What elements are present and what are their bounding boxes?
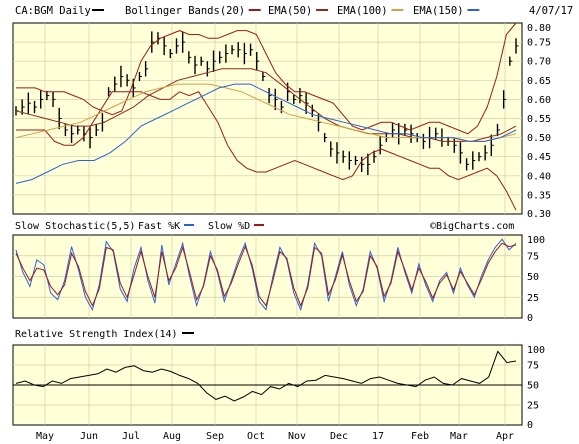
legend-label: EMA(150) xyxy=(413,5,464,17)
y-tick-label: 100 xyxy=(527,235,545,246)
x-tick-label: Oct xyxy=(247,431,265,442)
x-tick-label: Mar xyxy=(450,431,468,442)
y-tick-label: 75 xyxy=(527,361,539,372)
legend-label: Bollinger Bands(20) xyxy=(125,5,245,17)
y-tick-label: 25 xyxy=(527,401,539,412)
y-tick-label: 0 xyxy=(527,420,533,431)
legend-label: EMA(100) xyxy=(337,5,388,17)
x-tick-label: Aug xyxy=(163,431,181,442)
rsi-y-axis: 100 75 50 25 0 xyxy=(527,345,545,431)
rsi-series xyxy=(13,350,522,402)
y-tick-label: 100 xyxy=(527,345,545,356)
y-tick-label: 75 xyxy=(527,251,539,262)
legend-label: EMA(50) xyxy=(268,5,312,17)
x-tick-label: Jun xyxy=(80,431,98,442)
y-tick-label: 25 xyxy=(527,293,539,304)
y-tick-label: 0.75 xyxy=(527,38,551,49)
x-tick-label: 17 xyxy=(372,431,384,442)
x-tick-label: Feb xyxy=(411,431,429,442)
series-line-slow-d xyxy=(15,242,517,307)
y-tick-label: 0.35 xyxy=(527,190,551,201)
series-line-rsi-14- xyxy=(15,350,517,402)
chart-date: 4/07/17 xyxy=(529,5,573,17)
x-axis: May Jun Jul Aug Sep Oct Nov Dec 17 Feb Mar Apr xyxy=(36,431,514,442)
x-tick-label: Nov xyxy=(288,431,306,442)
y-tick-label: 0.80 xyxy=(527,23,551,34)
series-line-bollinger-lower xyxy=(16,91,517,211)
stochastic-grid xyxy=(13,235,522,318)
y-tick-label: 0 xyxy=(527,313,533,324)
series-line-bollinger-upper xyxy=(16,22,517,135)
watermark: ©BigCharts.com xyxy=(430,221,514,232)
stochastic-title: Slow Stochastic(5,5) xyxy=(15,221,135,232)
x-tick-label: Apr xyxy=(496,431,514,442)
legend-label: Slow %D xyxy=(208,221,250,232)
x-tick-label: Jul xyxy=(122,431,140,442)
price-y-axis: 0.80 0.75 0.70 0.65 0.60 0.55 0.50 0.45 0.40 0.35… xyxy=(527,23,551,220)
y-tick-label: 0.50 xyxy=(527,133,551,144)
stochastic-series xyxy=(15,238,517,312)
stochastic-legend: Fast %K Slow %D xyxy=(138,221,264,232)
series-line-ema-50- xyxy=(15,68,517,142)
y-tick-label: 50 xyxy=(527,381,539,392)
x-tick-label: Sep xyxy=(206,431,224,442)
price-panel-series xyxy=(15,22,519,211)
price-legend: Bollinger Bands(20) EMA(50) EMA(100) EMA(15… xyxy=(125,5,480,17)
y-tick-label: 50 xyxy=(527,272,539,283)
rsi-title: Relative Strength Index(14) xyxy=(15,329,178,340)
y-tick-label: 0.45 xyxy=(527,152,551,163)
y-tick-label: 0.40 xyxy=(527,171,551,182)
y-tick-label: 0.30 xyxy=(527,209,551,220)
y-tick-label: 0.70 xyxy=(527,57,551,68)
y-tick-label: 0.55 xyxy=(527,114,551,125)
series-line-ema-150- xyxy=(15,83,517,184)
series-line-fast-k xyxy=(15,238,517,312)
y-tick-label: 0.65 xyxy=(527,76,551,87)
stochastic-y-axis: 100 75 50 25 0 xyxy=(527,235,545,324)
y-tick-label: 0.60 xyxy=(527,95,551,106)
x-tick-label: Dec xyxy=(330,431,348,442)
legend-label: Fast %K xyxy=(138,221,180,232)
x-tick-label: May xyxy=(36,431,54,442)
symbol-label: CA:BGM Daily xyxy=(15,5,91,17)
